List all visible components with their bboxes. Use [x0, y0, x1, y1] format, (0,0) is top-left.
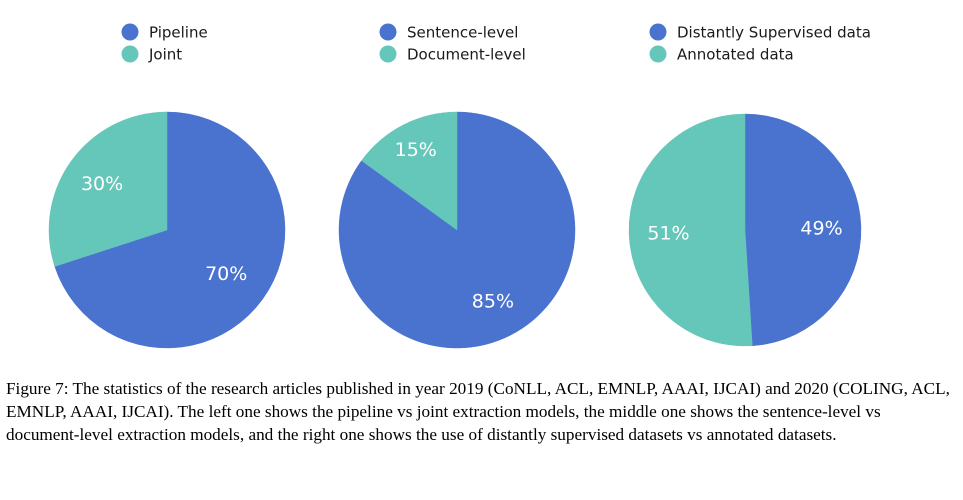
- pie-slice: [361, 111, 458, 231]
- pie-slice: [48, 111, 168, 267]
- legend-label: Annotated data: [677, 46, 794, 64]
- legend-marker-teal: [649, 45, 667, 63]
- pie-slice: [628, 113, 753, 347]
- slice-percent-label: 70%: [205, 263, 247, 285]
- slice-percent-label: 85%: [472, 290, 514, 312]
- legend-label: Distantly Supervised data: [677, 24, 871, 42]
- figure-caption: Figure 7: The statistics of the research…: [6, 379, 950, 445]
- legend-label: Joint: [148, 46, 182, 64]
- legend-label: Pipeline: [149, 24, 208, 42]
- pie-slice: [744, 113, 862, 347]
- pie-chart-left: Pipeline Joint 70% 30%: [48, 23, 286, 349]
- legend-marker-blue: [379, 23, 397, 41]
- slice-percent-label: 51%: [647, 222, 689, 244]
- pie-charts: Pipeline Joint 70% 30% Sentence-level Documen…: [48, 23, 871, 349]
- legend-marker-blue: [649, 23, 667, 41]
- legend-label: Document-level: [407, 46, 526, 64]
- pie-chart-right: Distantly Supervised data Annotated data 4…: [628, 23, 871, 347]
- pie-slice: [54, 111, 286, 349]
- legend-marker-teal: [379, 45, 397, 63]
- legend-marker-blue: [121, 23, 139, 41]
- legend-marker-teal: [121, 45, 139, 63]
- slice-percent-label: 49%: [800, 218, 842, 240]
- slice-percent-label: 30%: [81, 173, 123, 195]
- legend-label: Sentence-level: [407, 24, 518, 42]
- slice-percent-label: 15%: [395, 139, 437, 161]
- pie-chart-middle: Sentence-level Document-level 85% 15%: [338, 23, 576, 349]
